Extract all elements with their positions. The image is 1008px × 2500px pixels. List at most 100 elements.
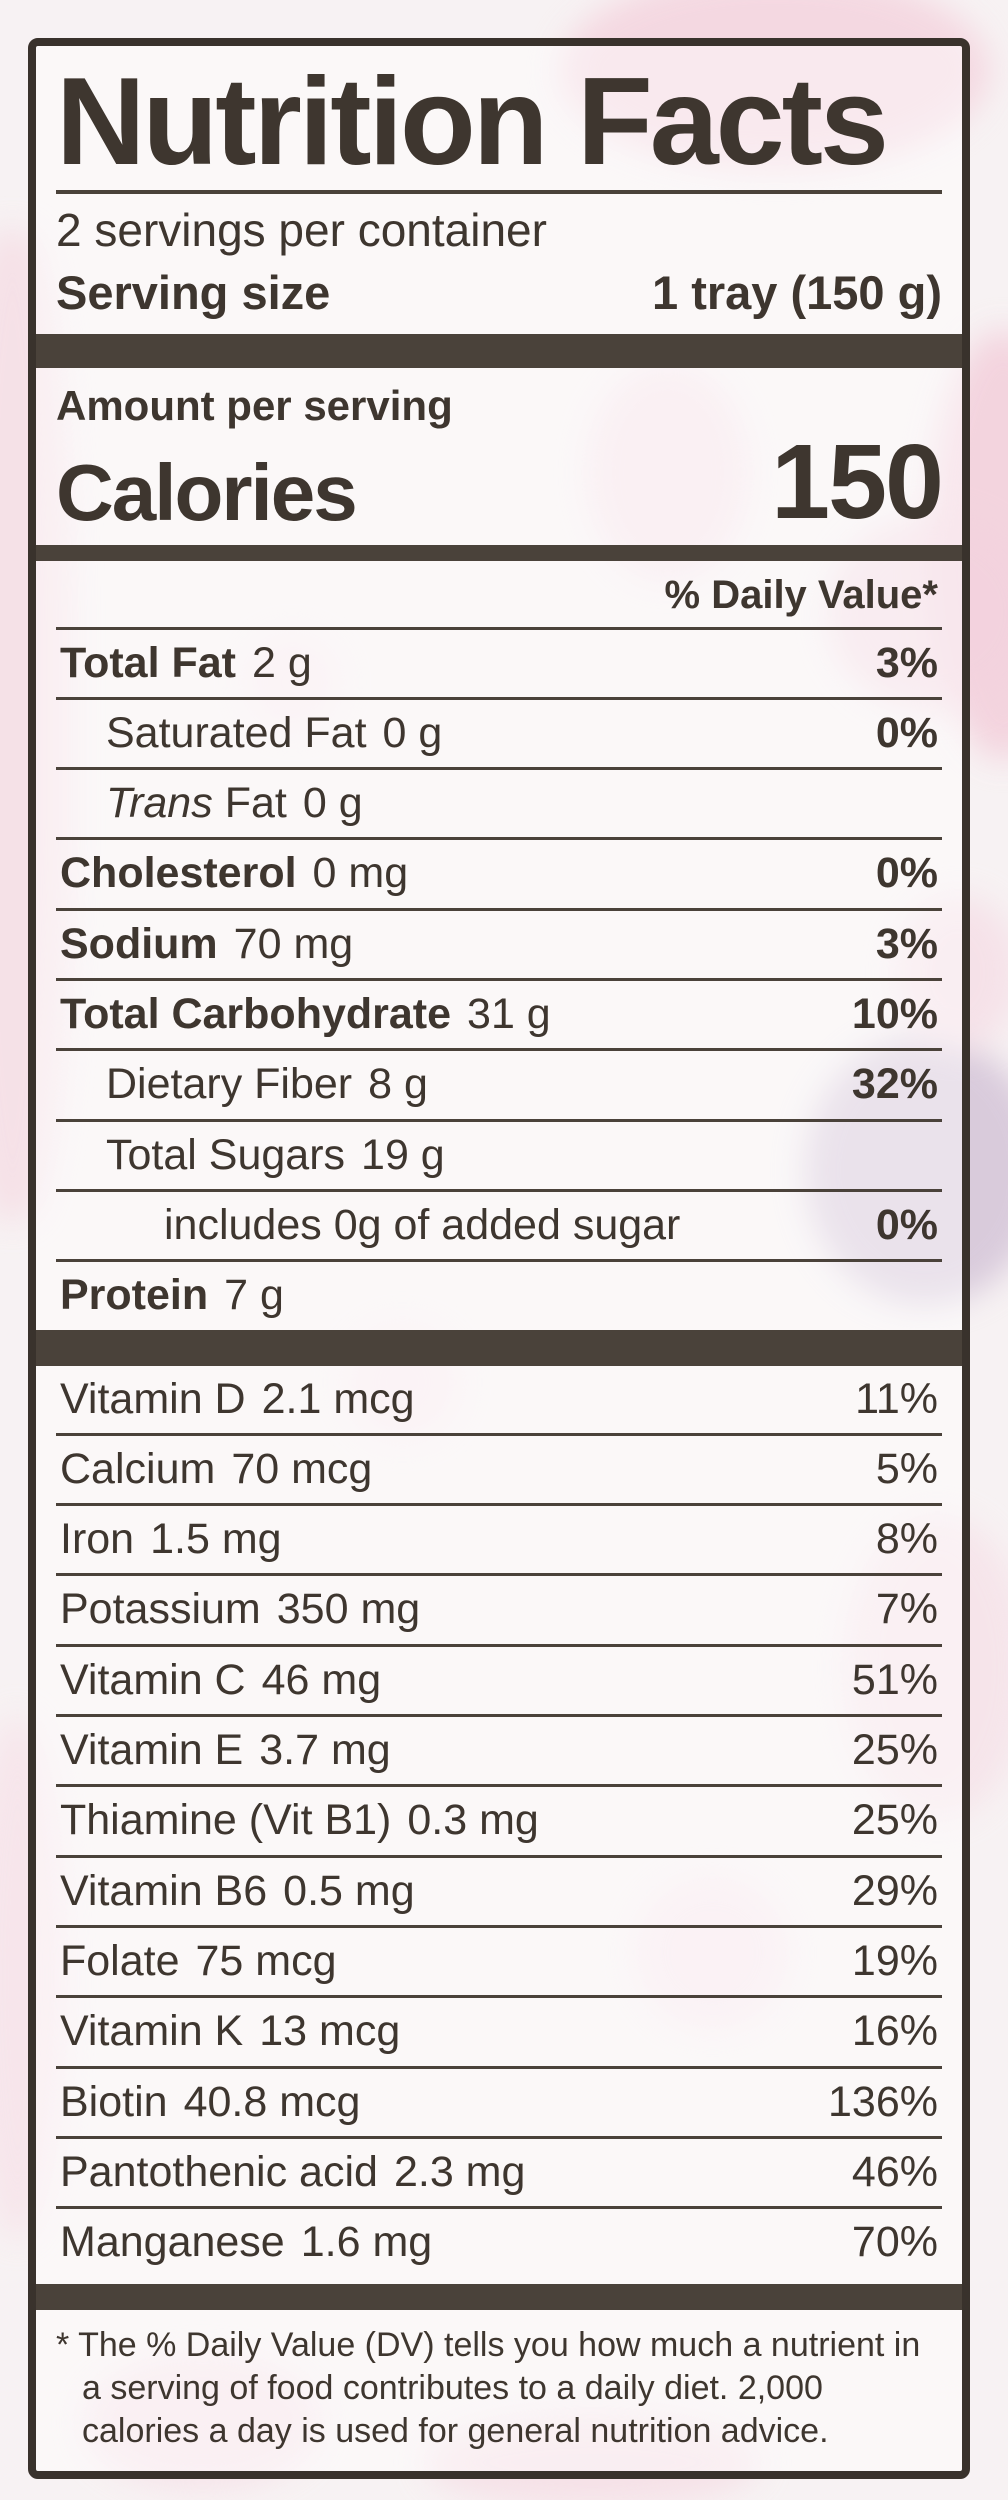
nutrient-name: Saturated Fat 0 g xyxy=(106,708,443,757)
nutrient-amount: 46 mg xyxy=(261,1655,382,1704)
vitamin-row: Vitamin C 46 mg 51% xyxy=(56,1643,942,1714)
nutrient-row: Trans Fat 0 g xyxy=(56,767,942,837)
serving-size-label: Serving size xyxy=(56,265,331,319)
vitamin-row: Pantothenic acid 2.3 mg 46% xyxy=(56,2135,942,2206)
nutrient-amount: 40.8 mcg xyxy=(183,2077,361,2126)
divider-thin xyxy=(56,190,942,194)
nutrient-amount: 1.5 mg xyxy=(150,1515,282,1564)
nutrient-amount: 70 mcg xyxy=(231,1444,373,1493)
nutrient-name: Biotin 40.8 mcg xyxy=(60,2077,361,2126)
nutrient-amount: 0.5 mg xyxy=(283,1866,415,1915)
daily-value-footnote: * The % Daily Value (DV) tells you how m… xyxy=(56,2326,921,2451)
nutrient-amount: 31 g xyxy=(467,990,551,1039)
nutrient-amount: 19 g xyxy=(361,1130,445,1179)
nutrient-name: Manganese 1.6 mg xyxy=(60,2218,433,2267)
nutrient-row: Protein 7 g xyxy=(56,1259,942,1329)
daily-value-percent: 0% xyxy=(875,849,938,898)
nutrient-amount: 70 mg xyxy=(233,919,354,968)
daily-value-percent: 25% xyxy=(851,1796,938,1845)
calories-value: 150 xyxy=(771,422,944,541)
vitamin-row: Manganese 1.6 mg 70% xyxy=(56,2206,942,2276)
amount-per-serving-label: Amount per serving xyxy=(56,381,453,429)
nutrient-name: Potassium 350 mg xyxy=(60,1585,421,1634)
nutrient-name: includes 0g of added sugar xyxy=(164,1200,681,1249)
daily-value-percent: 16% xyxy=(851,2007,938,2056)
nutrient-name: Iron 1.5 mg xyxy=(60,1515,282,1564)
daily-value-percent: 11% xyxy=(855,1374,938,1423)
daily-value-percent: 70% xyxy=(851,2218,938,2267)
daily-value-percent: 29% xyxy=(851,1866,938,1915)
vitamin-row: Biotin 40.8 mcg 136% xyxy=(56,2065,942,2136)
nutrient-row: Saturated Fat 0 g 0% xyxy=(56,696,942,767)
divider-medium xyxy=(36,544,962,561)
daily-value-percent: 19% xyxy=(851,1936,938,1985)
daily-value-percent: 51% xyxy=(851,1655,938,1704)
divider-thick xyxy=(36,2284,962,2311)
nutrient-name: Dietary Fiber 8 g xyxy=(106,1060,428,1109)
nutrient-name: Vitamin B6 0.5 mg xyxy=(60,1866,415,1915)
nutrient-amount: 75 mcg xyxy=(195,1936,337,1985)
nutrient-name: Trans Fat 0 g xyxy=(106,779,363,828)
daily-value-percent: 8% xyxy=(875,1515,938,1564)
nutrient-row: includes 0g of added sugar 0% xyxy=(56,1188,942,1259)
vitamin-row: Calcium 70 mcg 5% xyxy=(56,1432,942,1503)
nutrient-row: Dietary Fiber 8 g 32% xyxy=(56,1048,942,1118)
vitamin-row: Potassium 350 mg 7% xyxy=(56,1573,942,1643)
nutrient-amount: 7 g xyxy=(224,1271,284,1320)
nutrient-name: Thiamine (Vit B1) 0.3 mg xyxy=(60,1796,539,1845)
divider-thick xyxy=(36,1329,962,1366)
daily-value-percent: 46% xyxy=(851,2147,938,2196)
vitamin-row: Vitamin E 3.7 mg 25% xyxy=(56,1714,942,1784)
nutrient-amount: 2 g xyxy=(251,638,312,687)
daily-value-percent: 32% xyxy=(851,1060,938,1109)
nutrient-amount: 0 g xyxy=(302,779,363,828)
nutrition-facts-title: Nutrition Facts xyxy=(56,53,889,191)
daily-value-percent: 0% xyxy=(875,708,938,757)
daily-value-percent: 136% xyxy=(828,2077,938,2126)
vitamin-rows: Vitamin D 2.1 mcg 11% Calcium 70 mcg 5% Iron 1.… xyxy=(56,1366,942,2277)
nutrient-name: Vitamin E 3.7 mg xyxy=(60,1726,391,1775)
nutrient-name: Pantothenic acid 2.3 mg xyxy=(60,2147,526,2196)
nutrient-amount: 1.6 mg xyxy=(300,2218,433,2267)
divider-thick xyxy=(36,333,962,368)
nutrient-row: Sodium 70 mg 3% xyxy=(56,907,942,978)
daily-value-percent: 10% xyxy=(851,990,938,1039)
serving-size-value: 1 tray (150 g) xyxy=(652,265,942,319)
daily-value-percent: 25% xyxy=(851,1726,938,1775)
daily-value-header: % Daily Value* xyxy=(664,572,938,617)
daily-value-percent: 7% xyxy=(875,1585,938,1634)
nutrient-name: Vitamin K 13 mcg xyxy=(60,2007,401,2056)
nutrient-row: Cholesterol 0 mg 0% xyxy=(56,837,942,907)
nutrient-name: Cholesterol 0 mg xyxy=(60,849,409,898)
nutrient-name: Total Fat 2 g xyxy=(60,638,312,687)
vitamin-row: Folate 75 mcg 19% xyxy=(56,1924,942,1995)
nutrient-name: Protein 7 g xyxy=(60,1271,284,1320)
nutrient-amount: 3.7 mg xyxy=(259,1726,391,1775)
nutrient-amount: 8 g xyxy=(368,1060,428,1109)
nutrient-amount: 0.3 mg xyxy=(407,1796,539,1845)
daily-value-percent: 0% xyxy=(875,1200,938,1249)
calories-label: Calories xyxy=(56,447,358,537)
vitamin-row: Iron 1.5 mg 8% xyxy=(56,1503,942,1573)
daily-value-percent: 5% xyxy=(875,1444,938,1493)
nutrient-row: Total Fat 2 g 3% xyxy=(56,626,942,697)
serving-size-row: Serving size 1 tray (150 g) xyxy=(56,265,942,320)
nutrient-amount: 0 mg xyxy=(312,849,409,898)
vitamin-row: Vitamin B6 0.5 mg 29% xyxy=(56,1854,942,1925)
nutrient-name: Calcium 70 mcg xyxy=(60,1444,373,1493)
daily-value-percent: 3% xyxy=(875,919,938,968)
nutrient-name: Sodium 70 mg xyxy=(60,919,354,968)
nutrient-amount: 2.3 mg xyxy=(393,2147,526,2196)
nutrient-rows: Total Fat 2 g 3% Saturated Fat 0 g 0% Trans Fa… xyxy=(56,626,942,1330)
servings-per-container: 2 servings per container xyxy=(56,204,547,256)
nutrition-label: Nutrition Facts 2 servings per container… xyxy=(28,38,970,2479)
nutrient-name: Total Carbohydrate 31 g xyxy=(60,990,551,1039)
nutrient-row: Total Sugars 19 g xyxy=(56,1118,942,1189)
daily-value-percent: 3% xyxy=(875,638,938,687)
nutrient-name: Total Sugars 19 g xyxy=(106,1130,445,1179)
nutrient-amount: 2.1 mcg xyxy=(261,1374,415,1423)
nutrient-amount: 13 mcg xyxy=(259,2007,401,2056)
vitamin-row: Vitamin K 13 mcg 16% xyxy=(56,1995,942,2065)
calories-row: Calories 150 xyxy=(56,422,944,541)
